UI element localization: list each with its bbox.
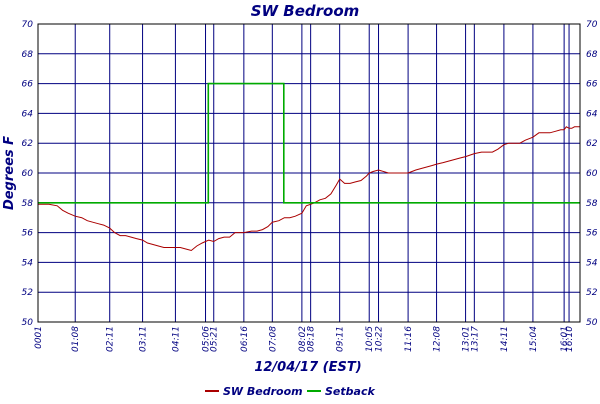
x-tick-label: 11:16 bbox=[404, 326, 414, 352]
y-tick-label: 50 bbox=[22, 318, 34, 328]
x-tick-label: 16:01 bbox=[560, 326, 570, 352]
x-tick-label: 04:11 bbox=[171, 326, 181, 352]
x-tick-label: 15:04 bbox=[529, 326, 539, 352]
x-tick-label: 16:10 bbox=[565, 326, 575, 352]
y-tick-label-right: 50 bbox=[586, 318, 598, 328]
y-tick-label-right: 56 bbox=[586, 229, 598, 239]
legend: SW Bedroom Setback bbox=[205, 385, 375, 398]
y-tick-label-right: 70 bbox=[586, 20, 598, 30]
x-tick-label: 08:02 bbox=[298, 326, 308, 352]
x-axis-label: 12/04/17 (EST) bbox=[254, 360, 361, 375]
plot-frame bbox=[37, 23, 581, 323]
legend-label-setback: Setback bbox=[325, 385, 375, 398]
x-tick-label: 06:16 bbox=[240, 326, 250, 352]
y-tick-label: 66 bbox=[22, 80, 34, 90]
legend-label-sw-bedroom: SW Bedroom bbox=[223, 385, 303, 398]
x-tick-label: 03:11 bbox=[139, 326, 149, 352]
y-tick-label-right: 62 bbox=[586, 139, 598, 149]
y-tick-label: 54 bbox=[22, 258, 34, 268]
y-axis-label: Degrees F bbox=[2, 136, 17, 210]
y-tick-label: 60 bbox=[22, 169, 34, 179]
y-tick-label-right: 66 bbox=[586, 80, 598, 90]
y-tick-label-right: 64 bbox=[586, 109, 598, 119]
gridlines bbox=[37, 23, 580, 323]
x-tick-label: 10:22 bbox=[375, 326, 385, 352]
series-line-setback bbox=[38, 82, 580, 204]
tick-labels: 50 50 52 52 54 54 56 56 58 58 60 60 62 62 64 64 66 66 68 68… bbox=[22, 20, 598, 352]
x-tick-label: 13:17 bbox=[470, 326, 480, 352]
x-tick-label: 08:18 bbox=[307, 326, 317, 352]
y-tick-label: 52 bbox=[22, 288, 34, 298]
y-tick-label: 68 bbox=[22, 50, 34, 60]
x-tick-label: 09:11 bbox=[336, 326, 346, 352]
x-tick-label: 01:08 bbox=[71, 326, 81, 352]
y-tick-label-right: 60 bbox=[586, 169, 598, 179]
x-tick-label: 13:01 bbox=[462, 326, 472, 352]
y-tick-label: 70 bbox=[22, 20, 34, 30]
x-tick-label: 07:08 bbox=[268, 326, 278, 352]
series-line-sw-bedroom bbox=[38, 126, 580, 252]
y-tick-label: 62 bbox=[22, 139, 34, 149]
y-tick-label-right: 52 bbox=[586, 288, 598, 298]
x-tick-label: 02:11 bbox=[106, 326, 116, 352]
x-tick-label: 14:11 bbox=[500, 326, 510, 352]
y-tick-label-right: 68 bbox=[586, 50, 598, 60]
y-tick-label-right: 58 bbox=[586, 199, 598, 209]
y-tick-label-right: 54 bbox=[586, 258, 598, 268]
chart-title: SW Bedroom bbox=[251, 2, 360, 20]
x-tick-label: 05:06 bbox=[202, 326, 212, 352]
y-tick-label: 58 bbox=[22, 199, 34, 209]
y-tick-label: 56 bbox=[22, 229, 34, 239]
y-tick-label: 64 bbox=[22, 109, 34, 119]
x-tick-label: 05:21 bbox=[210, 326, 220, 352]
series-lines bbox=[38, 82, 580, 252]
x-tick-label: 12:08 bbox=[433, 326, 443, 352]
x-tick-label: 10:05 bbox=[365, 326, 375, 352]
x-tick-label: 0001 bbox=[34, 326, 44, 349]
